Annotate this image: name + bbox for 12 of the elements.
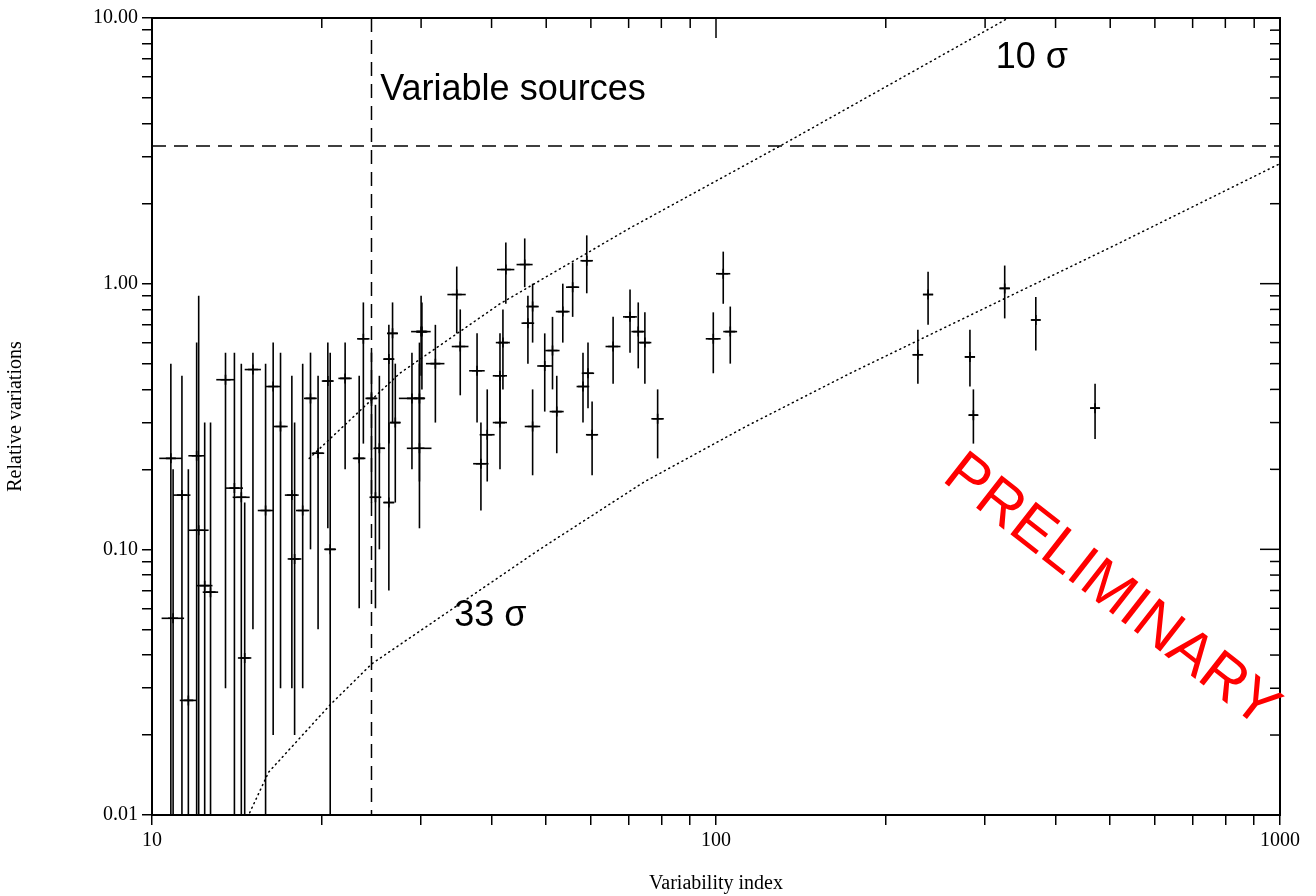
y-tick-label: 1.00 bbox=[103, 270, 138, 293]
annotation: Variable sources bbox=[380, 66, 646, 108]
y-axis-title: Relative variations bbox=[3, 341, 26, 492]
annotation: 33 σ bbox=[454, 592, 527, 634]
x-tick-label: 1000 bbox=[1260, 828, 1300, 851]
x-tick-label: 100 bbox=[701, 828, 731, 851]
y-tick-label: 0.10 bbox=[103, 536, 138, 559]
y-tick-label: 10.00 bbox=[93, 5, 138, 28]
y-tick-label: 0.01 bbox=[103, 802, 138, 825]
annotation: 10 σ bbox=[995, 34, 1068, 76]
x-axis-title: Variability index bbox=[649, 871, 783, 895]
x-tick-label: 10 bbox=[142, 828, 162, 851]
